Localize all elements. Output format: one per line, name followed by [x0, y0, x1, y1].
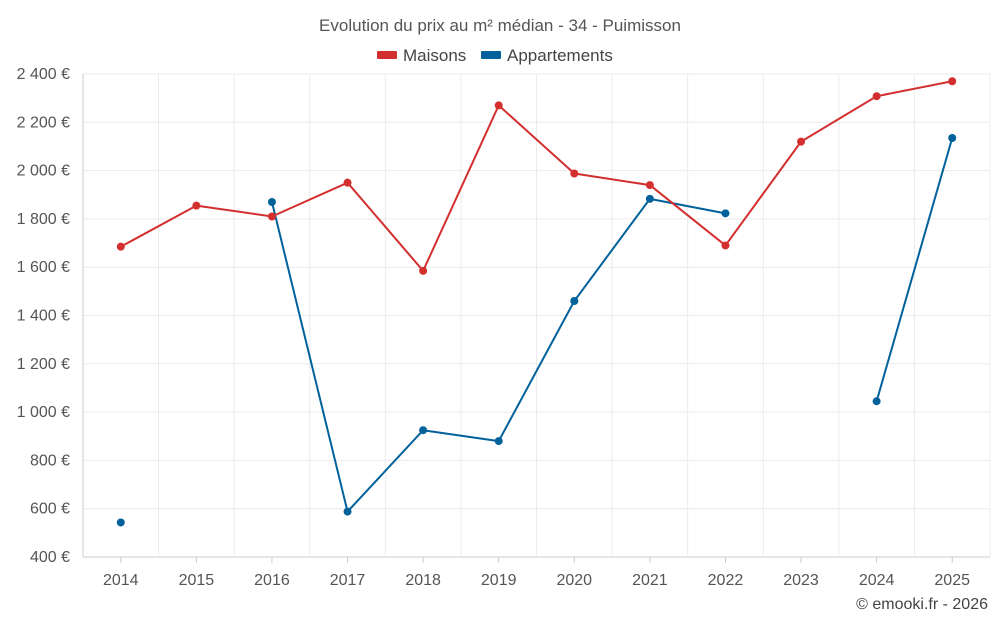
x-tick-label: 2023 — [783, 572, 819, 589]
credit-text: © emooki.fr - 2026 — [856, 596, 988, 613]
data-point-maisons-2015[interactable] — [192, 201, 201, 210]
x-tick-label: 2021 — [632, 572, 668, 589]
y-tick-label: 2 200 € — [17, 114, 70, 131]
y-tick-label: 1 200 € — [17, 356, 70, 373]
y-tick-label: 1 400 € — [17, 308, 70, 325]
data-point-appartements-2025[interactable] — [948, 133, 957, 142]
data-point-appartements-2014[interactable] — [116, 518, 125, 527]
data-point-appartements-2021[interactable] — [645, 194, 654, 203]
data-point-appartements-2016[interactable] — [267, 197, 276, 206]
data-point-maisons-2023[interactable] — [797, 137, 806, 146]
y-tick-label: 1 000 € — [17, 404, 70, 421]
legend-label-appartements[interactable]: Appartements — [507, 46, 613, 65]
y-tick-label: 2 000 € — [17, 163, 70, 180]
x-tick-label: 2015 — [179, 572, 215, 589]
data-point-maisons-2025[interactable] — [948, 77, 957, 86]
data-point-maisons-2022[interactable] — [721, 241, 730, 250]
x-tick-label: 2018 — [405, 572, 441, 589]
data-point-maisons-2014[interactable] — [116, 242, 125, 251]
chart-legend: Maisons Appartements — [377, 46, 613, 65]
series-appartements — [116, 133, 957, 527]
series-line-maisons — [120, 80, 953, 272]
data-point-appartements-2017[interactable] — [343, 507, 352, 516]
series-line-appartements — [270, 197, 726, 513]
data-point-maisons-2017[interactable] — [343, 178, 352, 187]
data-point-maisons-2021[interactable] — [645, 181, 654, 190]
x-axis-ticks: 2014 2015 2016 2017 2018 2019 2020 2021 2022 2023… — [103, 557, 970, 589]
legend-label-maisons[interactable]: Maisons — [403, 46, 466, 65]
y-tick-label: 600 € — [30, 501, 70, 518]
x-tick-label: 2016 — [254, 572, 290, 589]
series-line-appartements — [875, 137, 954, 402]
data-point-maisons-2018[interactable] — [419, 266, 428, 275]
data-point-maisons-2016[interactable] — [267, 212, 276, 221]
series-maisons — [116, 77, 957, 275]
y-tick-label: 800 € — [30, 452, 70, 469]
x-tick-label: 2022 — [708, 572, 744, 589]
x-tick-label: 2019 — [481, 572, 517, 589]
x-tick-label: 2024 — [859, 572, 895, 589]
chart-title: Evolution du prix au m² médian - 34 - Pu… — [319, 16, 681, 35]
data-point-appartements-2024[interactable] — [872, 397, 881, 406]
data-point-appartements-2018[interactable] — [419, 426, 428, 435]
y-tick-label: 1 600 € — [17, 259, 70, 276]
x-tick-label: 2014 — [103, 572, 139, 589]
data-point-appartements-2020[interactable] — [570, 297, 579, 306]
x-tick-label: 2025 — [934, 572, 970, 589]
data-point-maisons-2020[interactable] — [570, 169, 579, 178]
data-point-maisons-2024[interactable] — [872, 92, 881, 101]
series — [116, 77, 957, 527]
x-tick-label: 2020 — [556, 572, 592, 589]
legend-swatch-maisons — [377, 51, 397, 59]
data-point-maisons-2019[interactable] — [494, 101, 503, 110]
y-tick-label: 2 400 € — [17, 66, 70, 83]
y-axis-ticks: 400 € 600 € 800 € 1 000 € 1 200 € 1 400 € 1 60… — [17, 66, 70, 566]
data-point-appartements-2022[interactable] — [721, 209, 730, 218]
data-point-appartements-2019[interactable] — [494, 437, 503, 446]
grid — [82, 73, 991, 558]
x-tick-label: 2017 — [330, 572, 366, 589]
y-tick-label: 1 800 € — [17, 211, 70, 228]
y-tick-label: 400 € — [30, 549, 70, 566]
legend-swatch-appartements — [481, 51, 501, 59]
